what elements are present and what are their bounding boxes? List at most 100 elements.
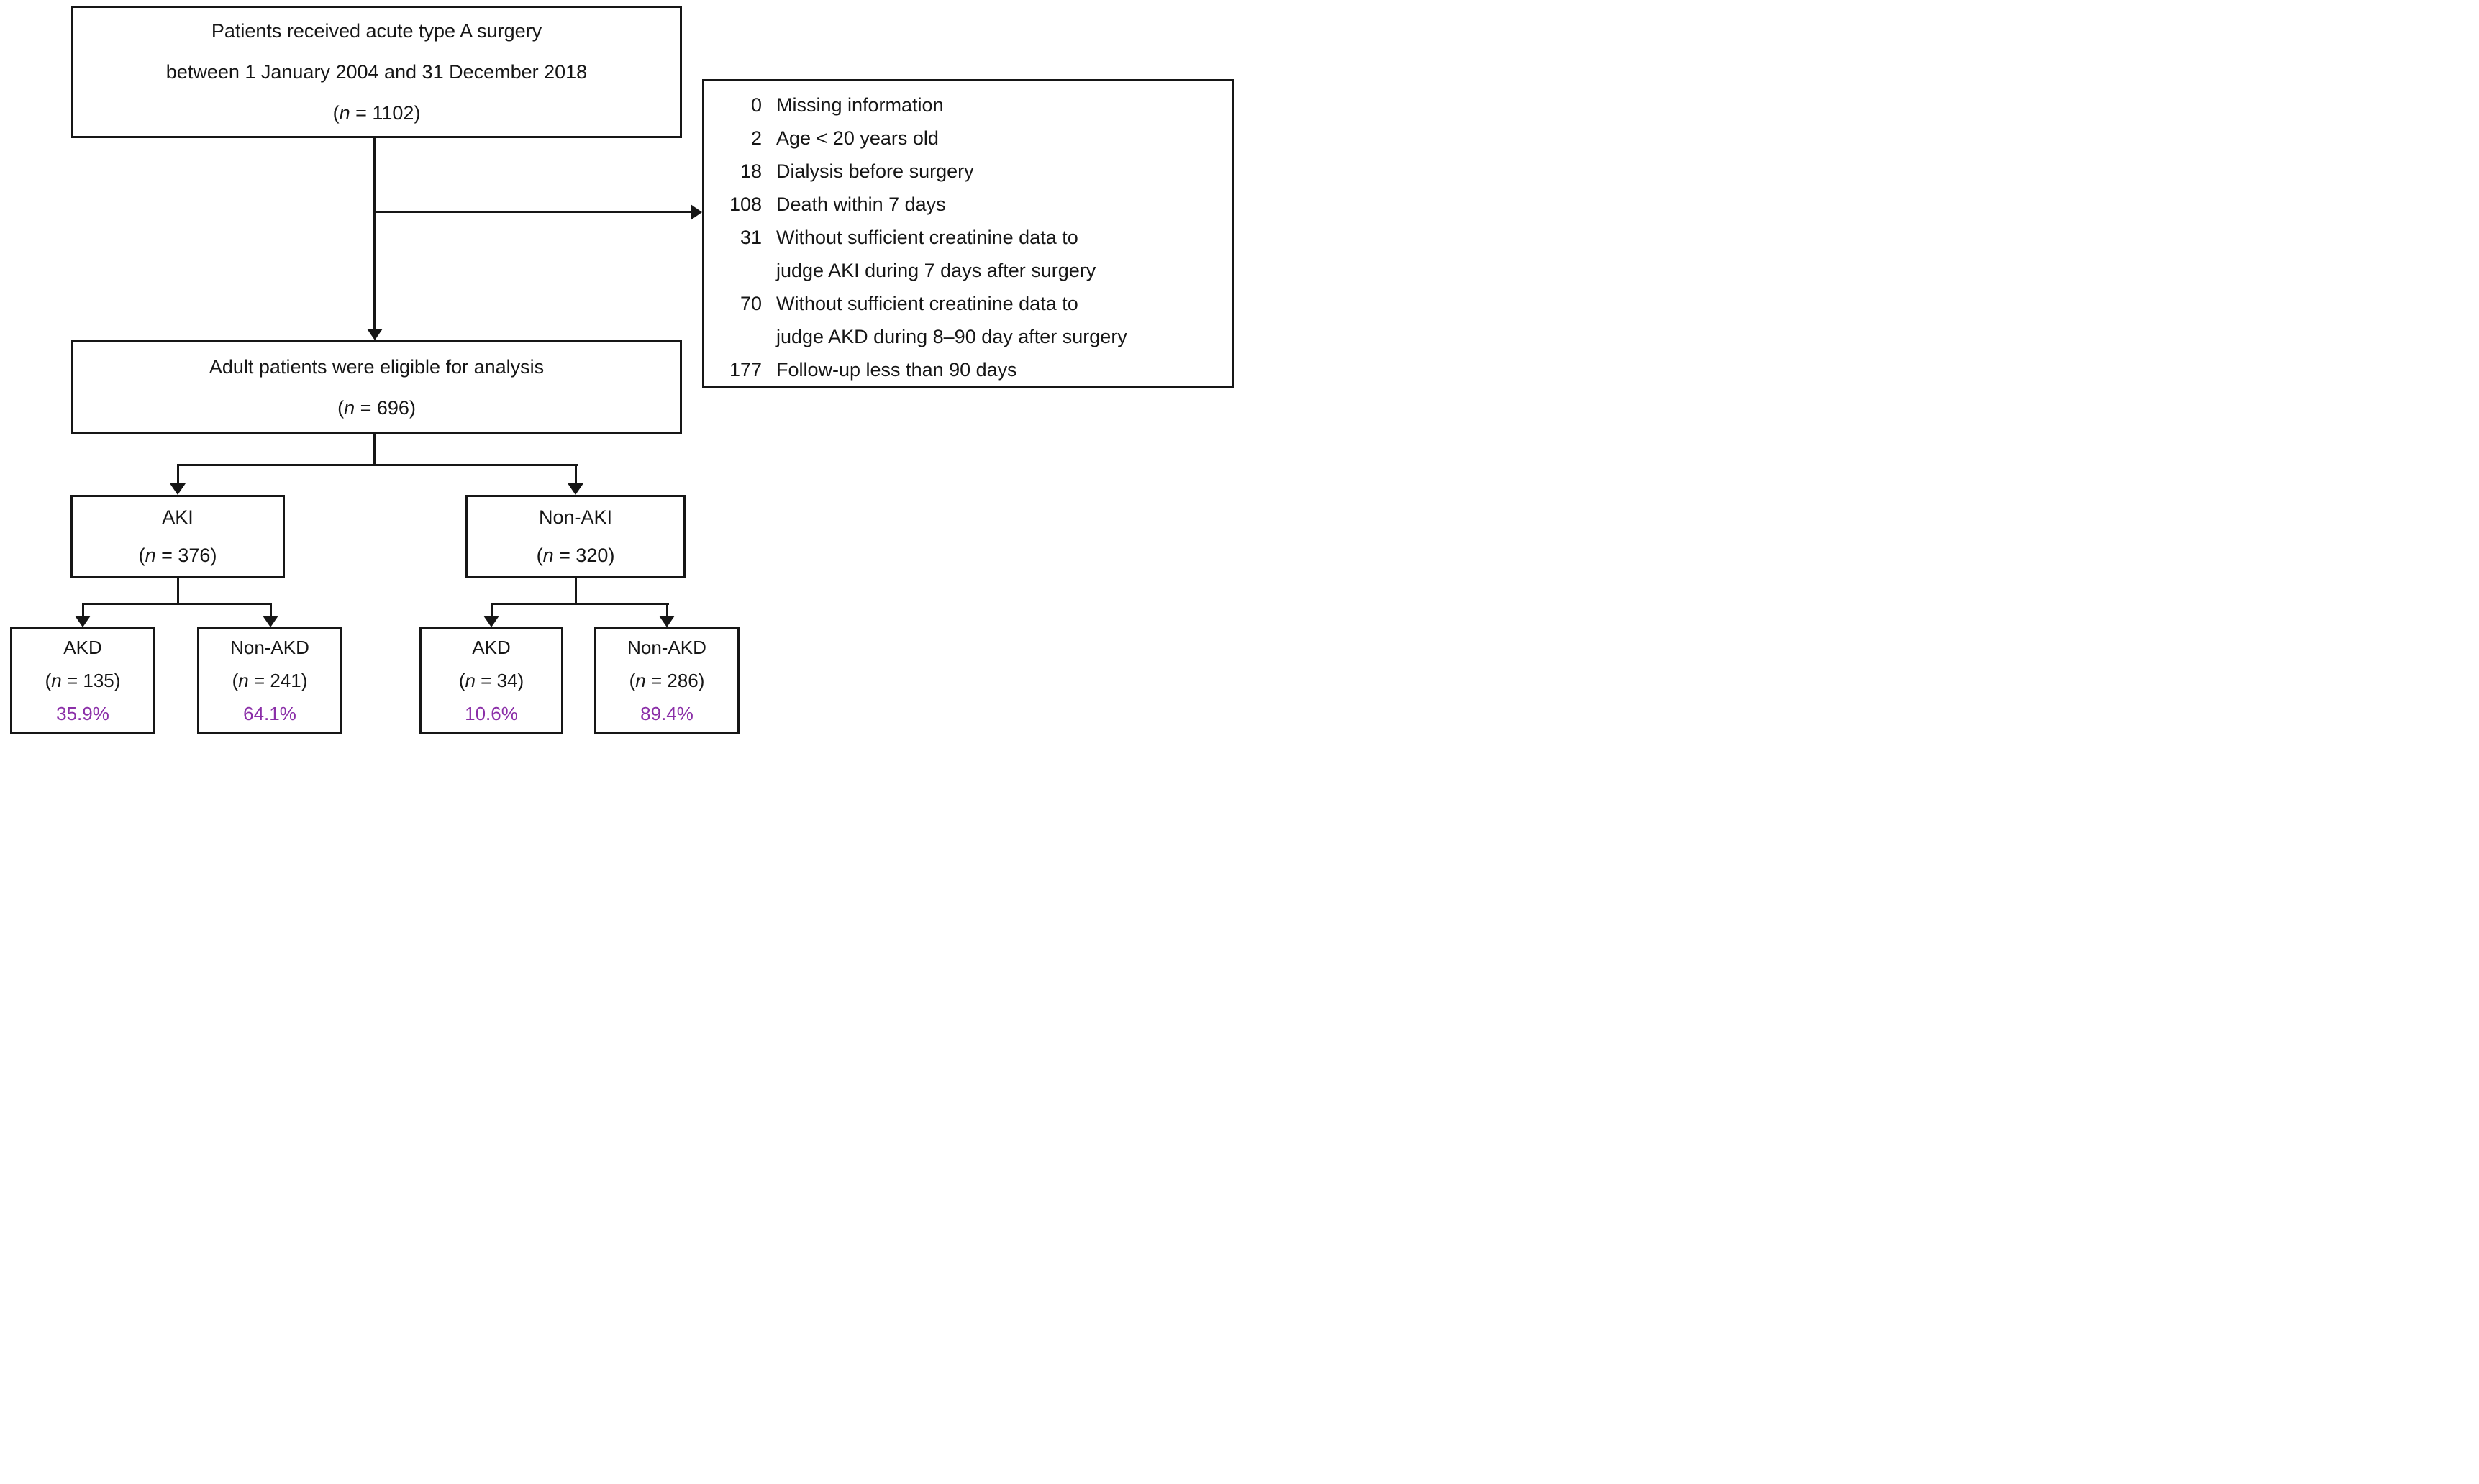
n-value: 696 xyxy=(376,396,409,419)
paren-open: ( xyxy=(232,670,239,691)
non-aki-akd-box: AKD (n = 34) 10.6% xyxy=(419,627,563,734)
n-symbol: n xyxy=(51,670,62,691)
exclusion-row: 2 Age < 20 years old xyxy=(710,122,1225,155)
exclusion-count: 70 xyxy=(740,293,762,314)
aki-label: AKI xyxy=(162,506,194,528)
n-value: 320 xyxy=(576,545,609,566)
arrowhead-to-aki-non-akd xyxy=(263,616,278,627)
enrollment-line1: Patients received acute type A surgery xyxy=(211,19,542,42)
aki-box: AKI (n = 376) xyxy=(70,495,285,578)
arrowhead-to-eligible xyxy=(367,329,383,340)
n-symbol: n xyxy=(145,545,156,566)
connector-split-non-aki-children xyxy=(491,603,669,605)
n-symbol: n xyxy=(238,670,249,691)
percent-value: 10.6% xyxy=(465,703,518,724)
connector-aki-down xyxy=(177,578,179,605)
connector-split-aki-children xyxy=(82,603,272,605)
exclusion-text: Follow-up less than 90 days xyxy=(776,359,1017,381)
n-symbol: n xyxy=(339,101,350,124)
arrowhead-to-non-aki-non-akd xyxy=(659,616,675,627)
connector-eligible-down xyxy=(373,434,376,466)
exclusion-text: Death within 7 days xyxy=(776,194,946,215)
arrowhead-to-aki-akd xyxy=(75,616,91,627)
paren-close: ) xyxy=(210,545,217,566)
n-line: (n = 320) xyxy=(537,537,615,575)
exclusion-row: 0 Missing information xyxy=(710,88,1225,122)
paren-close: ) xyxy=(608,545,615,566)
exclusion-count: 0 xyxy=(750,94,762,116)
arrowhead-to-exclusions xyxy=(691,204,702,220)
exclusion-count: 108 xyxy=(729,194,762,215)
paren-open: ( xyxy=(458,670,465,691)
paren-close: ) xyxy=(301,670,308,691)
n-value: 34 xyxy=(496,670,518,691)
connector-to-non-aki-akd xyxy=(491,603,493,618)
enrollment-box: Patients received acute type A surgery b… xyxy=(71,6,682,138)
enrollment-line2: between 1 January 2004 and 31 December 2… xyxy=(165,60,588,83)
exclusion-text: Missing information xyxy=(776,94,944,116)
exclusion-text: Dialysis before surgery xyxy=(776,160,974,182)
exclusions-box: 0 Missing information 2 Age < 20 years o… xyxy=(702,79,1234,388)
n-line: (n = 135) xyxy=(45,664,121,697)
n-value: 241 xyxy=(270,670,301,691)
paren-open: ( xyxy=(332,101,340,124)
paren-close: ) xyxy=(414,101,421,124)
non-aki-non-akd-box: Non-AKD (n = 286) 89.4% xyxy=(594,627,740,734)
n-symbol: n xyxy=(635,670,646,691)
exclusion-row: 18 Dialysis before surgery xyxy=(710,155,1225,188)
paren-open: ( xyxy=(45,670,52,691)
flow-diagram: Patients received acute type A surgery b… xyxy=(0,0,1240,742)
equals-sign: = xyxy=(61,670,83,691)
n-symbol: n xyxy=(344,396,355,419)
connector-enrollment-down xyxy=(373,138,376,329)
connector-to-aki-non-akd xyxy=(270,603,272,618)
non-akd-label: Non-AKD xyxy=(230,637,309,658)
paren-open: ( xyxy=(536,545,543,566)
exclusion-text-cont: judge AKD during 8–90 day after surgery xyxy=(776,326,1127,347)
equals-sign: = xyxy=(350,101,373,124)
paren-close: ) xyxy=(698,670,705,691)
exclusion-row: 177 Follow-up less than 90 days xyxy=(710,353,1225,386)
percent-value: 64.1% xyxy=(243,703,296,724)
connector-to-aki-akd xyxy=(82,603,84,618)
equals-sign: = xyxy=(645,670,668,691)
akd-label: AKD xyxy=(63,637,102,658)
arrowhead-to-non-aki-akd xyxy=(483,616,499,627)
equals-sign: = xyxy=(553,545,576,566)
n-line: (n = 241) xyxy=(232,664,308,697)
exclusion-row: 108 Death within 7 days xyxy=(710,188,1225,221)
connector-split-aki xyxy=(177,464,578,466)
connector-to-exclusions xyxy=(373,211,692,213)
paren-close: ) xyxy=(114,670,121,691)
exclusion-row: 70 Without sufficient creatinine data to… xyxy=(710,287,1225,353)
non-aki-label: Non-AKI xyxy=(538,506,613,528)
aki-akd-box: AKD (n = 135) 35.9% xyxy=(10,627,155,734)
exclusion-row: 31 Without sufficient creatinine data to… xyxy=(710,221,1225,287)
n-symbol: n xyxy=(542,545,554,566)
equals-sign: = xyxy=(355,396,377,419)
exclusion-count: 18 xyxy=(740,160,762,182)
n-line: (n = 34) xyxy=(459,664,524,697)
aki-non-akd-box: Non-AKD (n = 241) 64.1% xyxy=(197,627,342,734)
n-line: (n = 696) xyxy=(337,388,416,429)
paren-open: ( xyxy=(138,545,145,566)
connector-to-aki xyxy=(177,464,179,485)
arrowhead-to-non-aki xyxy=(568,483,583,495)
exclusion-count: 2 xyxy=(750,127,762,149)
akd-label: AKD xyxy=(472,637,511,658)
paren-open: ( xyxy=(629,670,636,691)
arrowhead-to-aki xyxy=(170,483,186,495)
n-value: 1102 xyxy=(372,101,414,124)
n-value: 286 xyxy=(667,670,699,691)
paren-close: ) xyxy=(409,396,416,419)
n-symbol: n xyxy=(465,670,476,691)
connector-non-aki-down xyxy=(575,578,577,605)
equals-sign: = xyxy=(155,545,178,566)
n-line: (n = 1102) xyxy=(333,93,421,134)
percent-value: 35.9% xyxy=(56,703,109,724)
n-value: 135 xyxy=(83,670,114,691)
equals-sign: = xyxy=(475,670,497,691)
n-value: 376 xyxy=(178,545,211,566)
equals-sign: = xyxy=(248,670,270,691)
exclusion-text: Age < 20 years old xyxy=(776,127,939,149)
